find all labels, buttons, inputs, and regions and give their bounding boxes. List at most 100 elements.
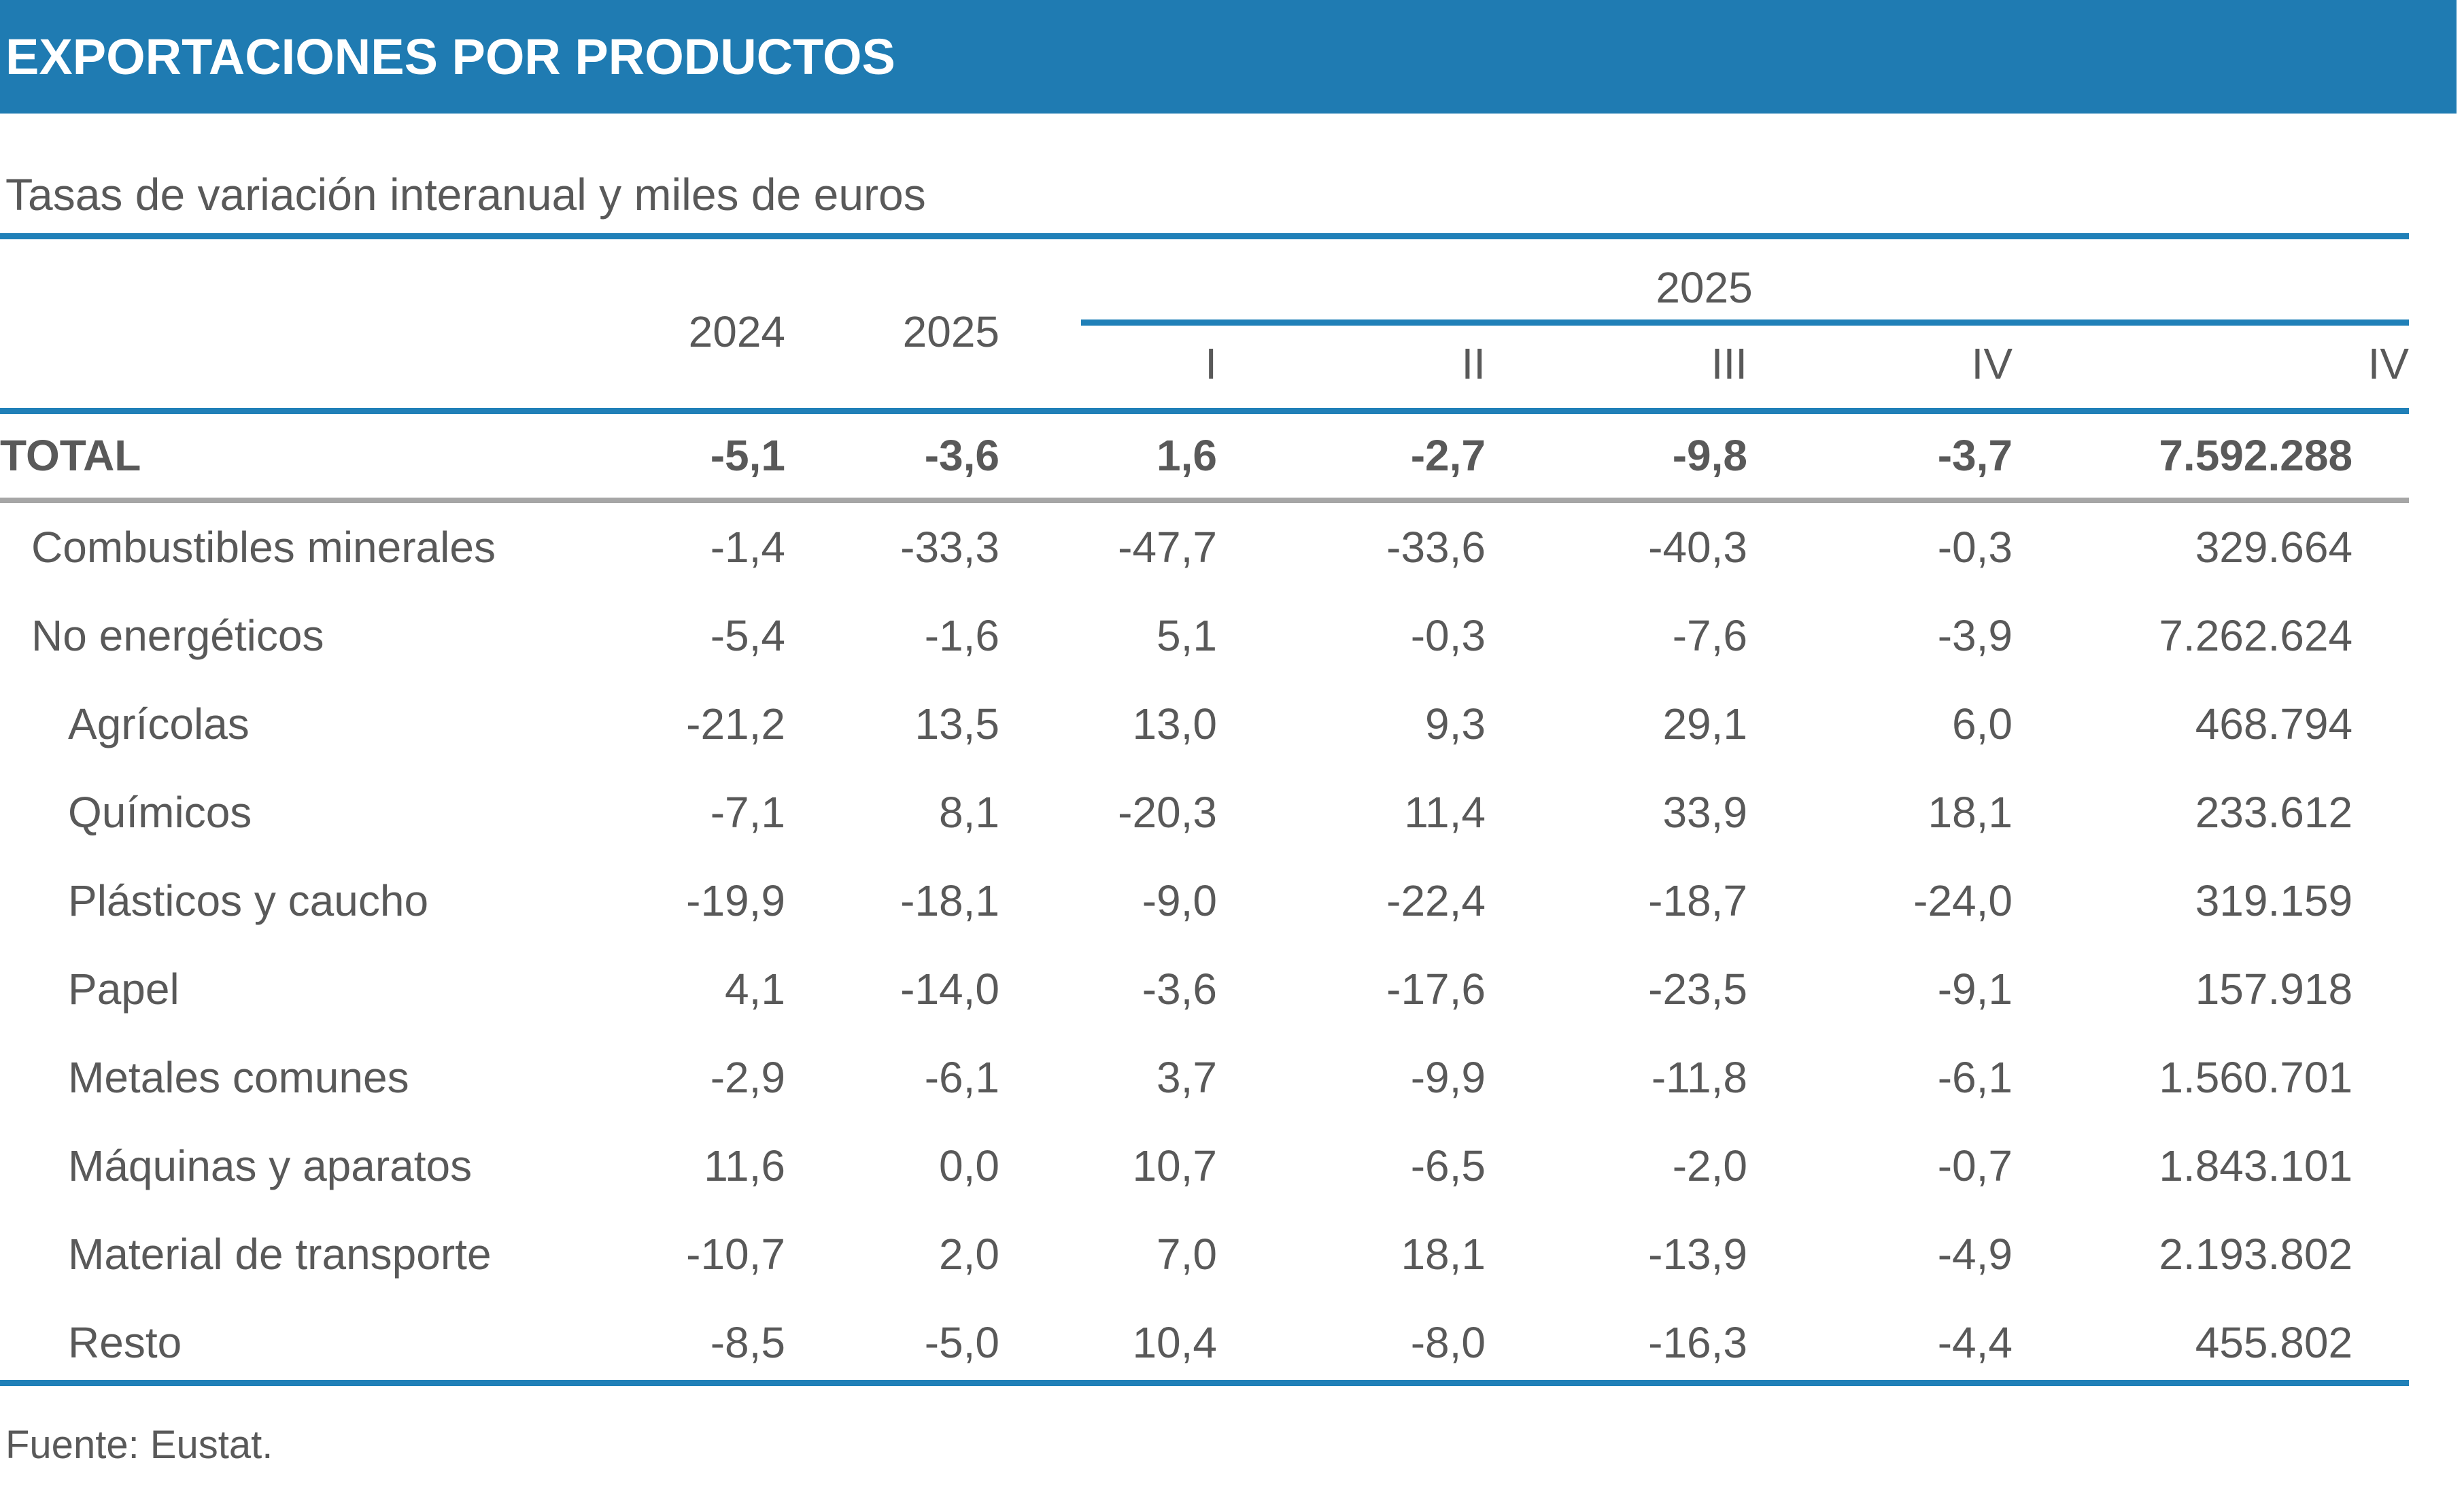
- cell-2025: -33,3: [900, 523, 999, 572]
- cell-q3: -18,7: [1648, 876, 1747, 925]
- title-bar: EXPORTACIONES POR PRODUCTOS: [0, 0, 2457, 114]
- cell-q4: -3,9: [1937, 611, 2013, 660]
- cell-q2: -2,7: [1410, 431, 1486, 480]
- cell-q4-value: 157.918: [2195, 965, 2353, 1014]
- cell-q3: -7,6: [1672, 611, 1747, 660]
- row-label: Combustibles minerales: [31, 523, 496, 572]
- cell-q3: -2,0: [1672, 1141, 1747, 1190]
- cell-q2: -0,3: [1410, 611, 1486, 660]
- cell-q1: -3,6: [1142, 965, 1217, 1014]
- column-header-q4: IV: [1971, 339, 2013, 388]
- table-row: Combustibles minerales -1,4 -33,3 -47,7 …: [0, 503, 2409, 591]
- cell-2024: -19,9: [686, 876, 785, 925]
- cell-2025: -5,0: [924, 1318, 999, 1367]
- cell-q1: 10,4: [1132, 1318, 1217, 1367]
- table-row: Resto -8,5 -5,0 10,4 -8,0 -16,3 -4,4 455…: [0, 1298, 2409, 1387]
- cell-2025: -3,6: [924, 431, 999, 480]
- table-row: TOTAL -5,1 -3,6 1,6 -2,7 -9,8 -3,7 7.592…: [0, 408, 2409, 503]
- row-label: Máquinas y aparatos: [68, 1141, 473, 1190]
- cell-q4: -3,7: [1937, 431, 2013, 480]
- table-row: Metales comunes -2,9 -6,1 3,7 -9,9 -11,8…: [0, 1033, 2409, 1122]
- cell-2024: -8,5: [710, 1318, 785, 1367]
- cell-q2: -33,6: [1386, 523, 1486, 572]
- cell-q4-value: 455.802: [2195, 1318, 2353, 1367]
- cell-2025: -1,6: [924, 611, 999, 660]
- cell-q4: 18,1: [1928, 788, 2013, 837]
- cell-2025: 8,1: [939, 788, 999, 837]
- cell-q4-value: 329.664: [2195, 523, 2353, 572]
- cell-q1: -47,7: [1118, 523, 1217, 572]
- cell-q4: -0,7: [1937, 1141, 2013, 1190]
- cell-q4-value: 7.592.288: [2159, 431, 2353, 480]
- cell-q2: 18,1: [1401, 1230, 1486, 1279]
- table-bottom-rule: [0, 1380, 2409, 1386]
- cell-2024: -21,2: [686, 699, 785, 748]
- column-header-q4-value: IV: [2367, 339, 2410, 388]
- cell-2025: -18,1: [900, 876, 999, 925]
- table-row: Plásticos y caucho -19,9 -18,1 -9,0 -22,…: [0, 857, 2409, 945]
- table-body: TOTAL -5,1 -3,6 1,6 -2,7 -9,8 -3,7 7.592…: [0, 408, 2409, 1387]
- row-label: Papel: [68, 965, 179, 1014]
- table-row: No energéticos -5,4 -1,6 5,1 -0,3 -7,6 -…: [0, 591, 2409, 680]
- table-row: Material de transporte -10,7 2,0 7,0 18,…: [0, 1210, 2409, 1298]
- cell-q4: -0,3: [1937, 523, 2013, 572]
- column-header-q2: II: [1461, 339, 1486, 388]
- corner-empty-cell: [0, 255, 646, 408]
- table-row: Químicos -7,1 8,1 -20,3 11,4 33,9 18,1 2…: [0, 768, 2409, 857]
- cell-2024: -5,1: [710, 431, 785, 480]
- cell-2025: 0,0: [939, 1141, 999, 1190]
- header-bottom-rule: [0, 408, 2409, 414]
- cell-2025: 13,5: [914, 699, 999, 748]
- row-label: TOTAL: [0, 431, 141, 480]
- cell-q4-value: 468.794: [2195, 699, 2353, 748]
- total-separator-rule: [0, 498, 2409, 503]
- cell-q2: -9,9: [1410, 1053, 1486, 1102]
- cell-q1: 1,6: [1157, 431, 1217, 480]
- cell-q2: -17,6: [1386, 965, 1486, 1014]
- cell-q2: 11,4: [1404, 788, 1486, 837]
- cell-q1: 13,0: [1132, 699, 1217, 748]
- row-label: Material de transporte: [68, 1230, 492, 1279]
- cell-2024: -1,4: [710, 523, 785, 572]
- cell-q4: -24,0: [1913, 876, 2013, 925]
- cell-q2: -22,4: [1386, 876, 1486, 925]
- row-label: Agrícolas: [68, 699, 250, 748]
- group-header-2025: 2025: [1656, 262, 1753, 312]
- row-label: Resto: [68, 1318, 182, 1367]
- group-header-underline: [1081, 319, 2409, 326]
- row-label: No energéticos: [31, 611, 324, 660]
- cell-q1: 7,0: [1157, 1230, 1217, 1279]
- cell-q4-value: 2.193.802: [2159, 1230, 2353, 1279]
- cell-2025: -14,0: [900, 965, 999, 1014]
- table-row: Máquinas y aparatos 11,6 0,0 10,7 -6,5 -…: [0, 1122, 2409, 1210]
- row-label: Plásticos y caucho: [68, 876, 429, 925]
- cell-q3: -9,8: [1672, 431, 1747, 480]
- cell-q2: -6,5: [1410, 1141, 1486, 1190]
- cell-q3: -40,3: [1648, 523, 1747, 572]
- cell-q3: 29,1: [1662, 699, 1747, 748]
- cell-2025: -6,1: [924, 1053, 999, 1102]
- column-header-q3: III: [1711, 339, 1747, 388]
- cell-q4: 6,0: [1952, 699, 2013, 748]
- cell-2024: -7,1: [710, 788, 785, 837]
- cell-2024: -10,7: [686, 1230, 785, 1279]
- table-row: Agrícolas -21,2 13,5 13,0 9,3 29,1 6,0 4…: [0, 680, 2409, 768]
- cell-q3: -11,8: [1651, 1053, 1747, 1102]
- cell-2024: -5,4: [710, 611, 785, 660]
- cell-2025: 2,0: [939, 1230, 999, 1279]
- table-subtitle: Tasas de variación interanual y miles de…: [5, 169, 926, 220]
- cell-q3: -13,9: [1648, 1230, 1747, 1279]
- cell-q4: -6,1: [1937, 1053, 2013, 1102]
- cell-q3: -23,5: [1648, 965, 1747, 1014]
- subtitle-underline: [0, 233, 2409, 239]
- cell-q1: 3,7: [1157, 1053, 1217, 1102]
- source-note: Fuente: Eustat.: [5, 1423, 273, 1467]
- exports-table: 2024 2025 2025 I II III IV IV TOTAL -5,1…: [0, 255, 2409, 1387]
- table-row: Papel 4,1 -14,0 -3,6 -17,6 -23,5 -9,1 15…: [0, 945, 2409, 1033]
- cell-q3: 33,9: [1662, 788, 1747, 837]
- cell-q4-value: 7.262.624: [2159, 611, 2353, 660]
- cell-q4: -4,4: [1937, 1318, 2013, 1367]
- cell-2024: 11,6: [704, 1141, 785, 1190]
- row-label: Metales comunes: [68, 1053, 409, 1102]
- column-header-2025: 2025: [902, 307, 999, 356]
